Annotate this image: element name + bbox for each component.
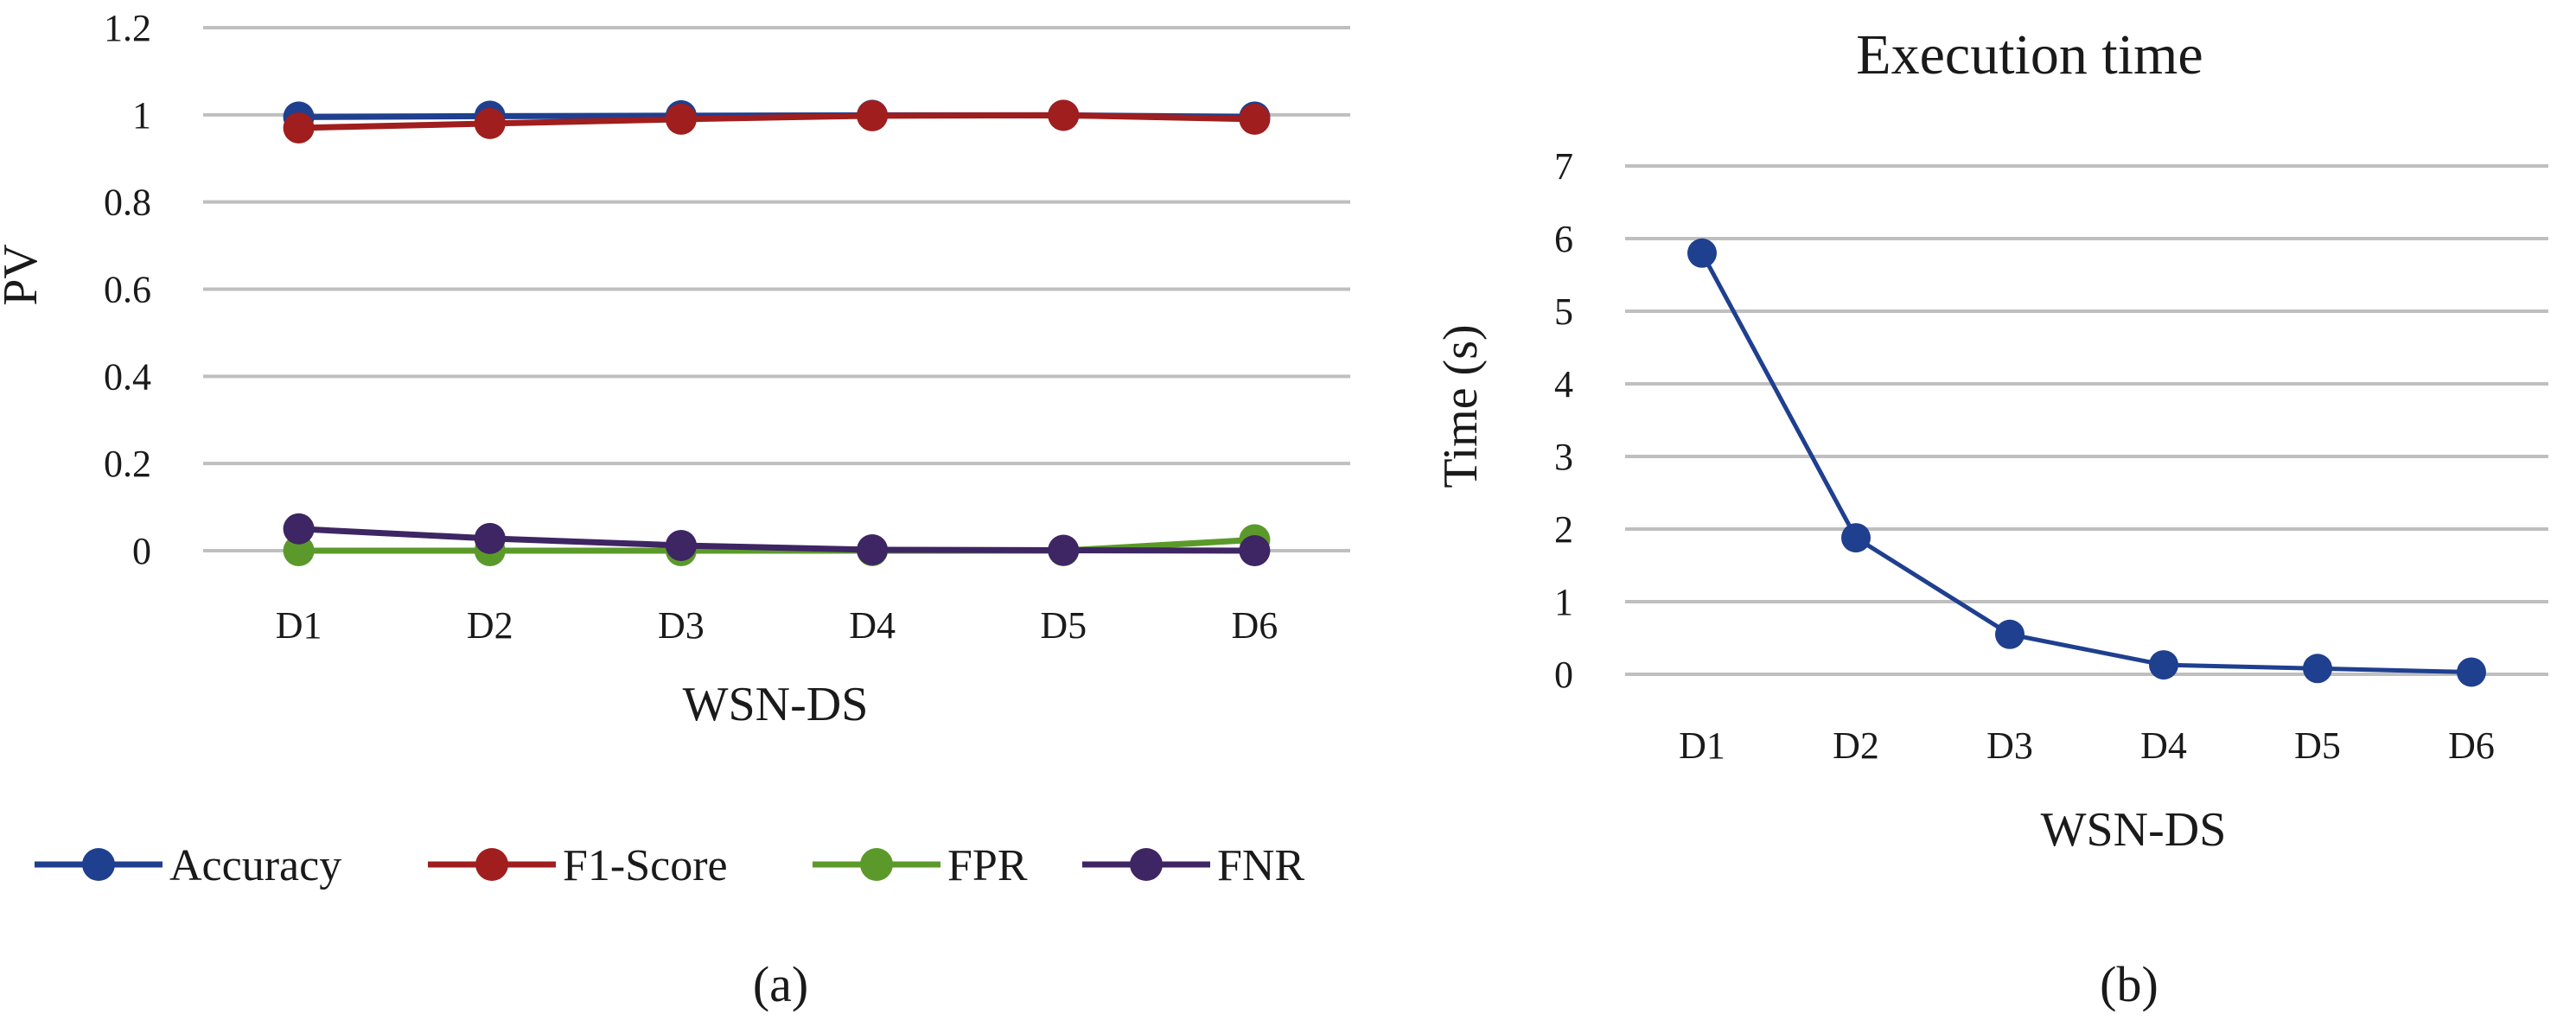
chart-b-panel-label: (b)	[2100, 956, 2158, 1012]
legend-item-accuracy: Accuracy	[35, 841, 341, 890]
legend-item-f1-score: F1-Score	[428, 841, 728, 890]
data-point	[2457, 657, 2486, 687]
x-tick-label: D2	[1833, 724, 1879, 767]
legend-item-fnr: FNR	[1082, 841, 1304, 890]
y-tick-label: 4	[1554, 363, 1573, 405]
x-tick-label: D2	[467, 604, 513, 647]
data-point	[2149, 650, 2178, 680]
legend-marker	[475, 848, 508, 881]
legend-marker	[860, 848, 893, 881]
chart-a-series	[283, 99, 1271, 566]
chart-b-x-axis-title: WSN-DS	[2041, 803, 2227, 857]
data-point	[2303, 654, 2332, 684]
data-point	[665, 529, 697, 561]
data-point	[474, 107, 506, 139]
chart-a-panel-label: (a)	[753, 956, 808, 1012]
x-tick-label: D5	[1040, 604, 1087, 647]
data-point	[283, 535, 315, 566]
y-tick-label: 0.4	[104, 355, 151, 398]
legend-label: FNR	[1217, 841, 1304, 890]
data-point	[1048, 534, 1080, 566]
x-tick-label: D3	[658, 604, 705, 647]
chart-b-y-tick-labels: 0 1 2 3 4 5 6 7	[1554, 145, 1573, 696]
data-point	[474, 522, 506, 554]
data-point	[283, 112, 315, 144]
data-point	[1841, 523, 1871, 553]
x-tick-label: D1	[276, 604, 322, 647]
data-point	[1048, 99, 1080, 131]
x-tick-label: D4	[849, 604, 896, 647]
x-tick-label: D5	[2294, 724, 2341, 767]
chart-a-x-axis-title: WSN-DS	[683, 678, 869, 731]
y-tick-label: 1.2	[104, 7, 151, 49]
chart-b-series	[1687, 238, 2486, 687]
y-tick-label: 1	[1554, 581, 1573, 623]
data-point	[857, 533, 889, 565]
chart-b-title: Execution time	[1856, 23, 2203, 86]
series-line	[298, 526, 1255, 554]
data-point	[1687, 238, 1717, 268]
data-point	[1239, 535, 1271, 566]
chart-a-y-axis-title: PV	[0, 244, 48, 306]
legend-label: FPR	[947, 841, 1028, 890]
y-tick-label: 0.6	[104, 269, 151, 311]
x-tick-label: D1	[1679, 724, 1725, 767]
y-tick-label: 0.2	[104, 443, 151, 485]
legend-marker	[82, 848, 115, 881]
series-execution-time	[1687, 238, 2486, 687]
legend-item-fpr: FPR	[813, 841, 1028, 890]
series-line	[298, 112, 1255, 131]
x-tick-label: D6	[2448, 724, 2495, 767]
series-line	[1699, 252, 2472, 674]
chart-a: 0 0.2 0.4 0.6 0.8 1 1.2 D1 D2 D3 D4 D5 D6 PV WSN-DS…	[0, 7, 1350, 1012]
data-point	[1995, 619, 2024, 649]
legend-label: Accuracy	[169, 841, 341, 890]
x-tick-label: D3	[1986, 724, 2033, 767]
chart-b-x-tick-labels: D1 D2 D3 D4 D5 D6	[1679, 724, 2495, 767]
data-point	[665, 103, 697, 135]
x-tick-label: D6	[1232, 604, 1278, 647]
y-tick-label: 0.8	[104, 182, 151, 224]
series-f1-score	[283, 99, 1271, 144]
data-point	[857, 99, 889, 131]
y-tick-label: 6	[1554, 218, 1573, 260]
y-tick-label: 1	[132, 94, 151, 137]
chart-b: Execution time 0 1 2 3 4 5 6 7 D1 D2 D3 D4 D5 D6 Tim…	[1434, 23, 2548, 1012]
data-point	[283, 513, 315, 545]
y-tick-label: 0	[132, 530, 151, 572]
chart-a-legend: Accuracy F1-Score FPR FNR	[35, 841, 1304, 890]
y-tick-label: 2	[1554, 508, 1573, 551]
legend-label: F1-Score	[563, 841, 728, 890]
chart-b-y-axis-title: Time (s)	[1434, 324, 1488, 488]
series-fnr	[283, 513, 1271, 566]
y-tick-label: 5	[1554, 290, 1573, 333]
y-tick-label: 3	[1554, 436, 1573, 478]
x-tick-label: D4	[2140, 724, 2187, 767]
y-tick-label: 7	[1554, 145, 1573, 188]
y-tick-label: 0	[1554, 654, 1573, 696]
chart-a-x-tick-labels: D1 D2 D3 D4 D5 D6	[276, 604, 1278, 647]
data-point	[1239, 103, 1271, 135]
legend-marker	[1130, 848, 1163, 881]
chart-a-y-tick-labels: 0 0.2 0.4 0.6 0.8 1 1.2	[104, 7, 151, 572]
chart-b-gridlines	[1625, 164, 2548, 676]
chart-a-gridlines	[203, 26, 1350, 552]
